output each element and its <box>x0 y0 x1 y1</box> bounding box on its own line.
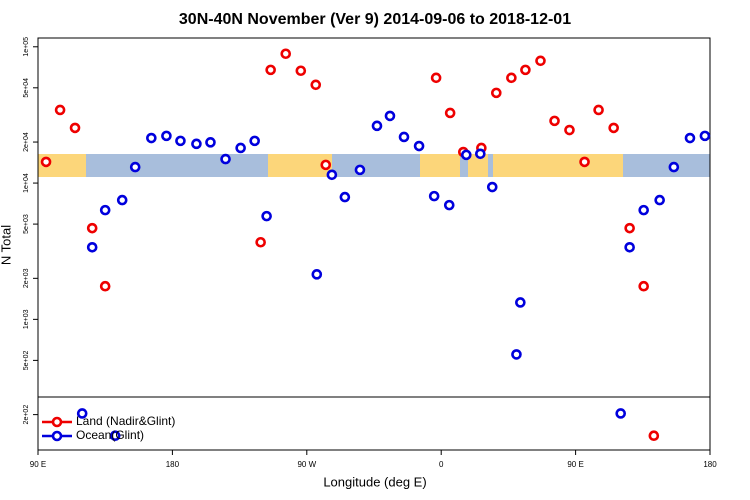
point <box>506 72 517 84</box>
point <box>511 349 522 360</box>
x-tick-label: 90 E <box>567 460 583 469</box>
plot-frame <box>37 37 711 451</box>
point <box>444 107 456 119</box>
y-tick-label: 1e+04 <box>23 173 30 193</box>
point <box>280 48 292 60</box>
point <box>475 148 486 160</box>
point <box>161 130 172 142</box>
point <box>486 181 498 193</box>
y-axis-label: N Total <box>0 225 13 265</box>
point <box>684 132 696 144</box>
point <box>129 161 141 173</box>
point <box>413 140 425 152</box>
point <box>235 142 246 154</box>
point <box>593 104 604 116</box>
point <box>579 156 590 168</box>
legend-marker <box>51 416 63 428</box>
x-tick-label: 180 <box>703 460 717 469</box>
x-tick-label: 0 <box>439 460 444 469</box>
point <box>668 161 680 173</box>
point <box>54 104 66 116</box>
point <box>520 64 531 76</box>
point <box>146 132 157 144</box>
point <box>249 135 260 147</box>
point <box>205 137 216 148</box>
point <box>491 87 502 99</box>
point <box>40 156 52 168</box>
y-tick-label: 2e+03 <box>23 268 30 288</box>
point <box>638 204 649 216</box>
y-tick-label: 2e+04 <box>23 132 30 152</box>
x-tick-label: 90 E <box>30 460 46 469</box>
point <box>615 408 626 419</box>
y-tick-label: 1e+03 <box>23 309 30 329</box>
point <box>326 169 338 181</box>
y-tick-label: 5e+02 <box>23 350 30 370</box>
y-tick-label: 1e+05 <box>23 37 30 57</box>
point <box>191 138 202 150</box>
point <box>255 236 266 248</box>
point <box>311 269 323 280</box>
point <box>443 199 455 211</box>
point <box>564 124 575 136</box>
point <box>295 65 307 77</box>
point <box>638 280 649 292</box>
point <box>384 110 396 122</box>
point <box>310 79 322 91</box>
y-tick-label: 5e+04 <box>23 78 30 98</box>
point <box>76 408 88 419</box>
point <box>624 222 635 234</box>
point <box>648 430 660 442</box>
point <box>460 149 472 161</box>
point <box>86 222 98 234</box>
legend-label: Ocean(Glint) <box>76 428 144 442</box>
point <box>261 210 272 222</box>
point <box>116 194 128 206</box>
x-axis-label: Longitude (deg E) <box>323 474 426 489</box>
legend-label: Land (Nadir&Glint) <box>76 414 175 428</box>
point <box>654 194 665 206</box>
point <box>69 122 81 134</box>
point <box>515 297 526 308</box>
y-tick-label: 5e+03 <box>23 214 30 234</box>
x-tick-label: 90 W <box>297 460 316 469</box>
point <box>99 280 111 292</box>
point <box>354 164 366 176</box>
point <box>175 135 186 147</box>
point <box>109 430 121 442</box>
point <box>535 55 546 67</box>
point <box>339 191 351 203</box>
point <box>430 72 442 84</box>
point <box>624 241 635 253</box>
point <box>220 153 231 165</box>
point <box>99 204 111 216</box>
chart-title: 30N-40N November (Ver 9) 2014-09-06 to 2… <box>179 11 571 28</box>
point <box>320 159 332 171</box>
point <box>265 64 276 76</box>
point <box>699 130 711 142</box>
point <box>86 241 98 253</box>
x-tick-label: 180 <box>166 460 180 469</box>
point <box>608 122 619 134</box>
map-band <box>38 154 710 177</box>
point <box>549 115 560 127</box>
point <box>398 131 410 143</box>
point <box>428 190 440 202</box>
y-tick-label: 2e+02 <box>23 405 30 425</box>
legend-marker <box>51 430 63 442</box>
point <box>371 120 383 132</box>
